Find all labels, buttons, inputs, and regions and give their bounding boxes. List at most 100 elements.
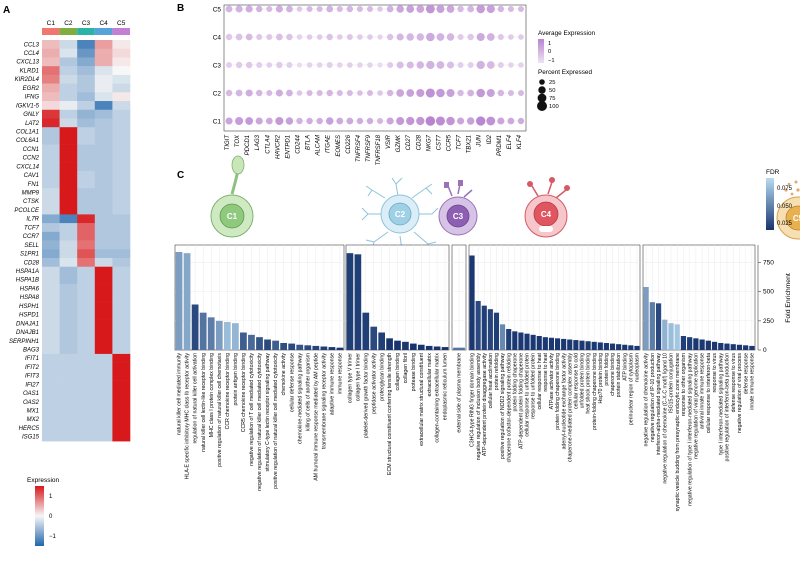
heatmap-cell <box>77 371 96 381</box>
enrichment-bar <box>705 340 711 350</box>
enrichment-term-label: AM humoral immune response mediated by A… <box>313 353 319 481</box>
enrichment-bar <box>524 333 530 350</box>
heatmap-cell <box>112 258 131 268</box>
heatmap-cell <box>94 214 113 224</box>
enrichment-term-label: nucleoplasm <box>635 353 641 382</box>
enrichment-term-label: chemokine activity <box>281 353 287 396</box>
dotplot-dot <box>416 116 425 126</box>
enrichment-y-tick-label: 750 <box>763 260 774 267</box>
heatmap-cell <box>42 240 60 250</box>
enrichment-term-label: negative regulation of IP-10 production <box>650 353 656 442</box>
cell-c4-label: C4 <box>541 210 552 219</box>
enrichment-bar <box>655 303 662 350</box>
heatmap-cell <box>77 310 96 320</box>
enrichment-term-label: synaptic vesicle budding from presynapti… <box>675 353 681 511</box>
dotplot-col-label: PDCD1 <box>245 135 251 155</box>
enrichment-bar <box>736 344 743 350</box>
enrichment-term-label: chaperone cofactor-dependent protein ref… <box>506 353 512 462</box>
dotplot-expression-legend-tick: 0 <box>548 49 551 55</box>
heatmap-cell <box>59 66 78 76</box>
heatmap-cell <box>42 249 60 259</box>
dotplot-dot <box>245 33 253 41</box>
heatmap-col-label-c2: C2 <box>64 20 73 27</box>
enrichment-term-label: adenyl-nucleotide exchange factor activi… <box>561 353 567 450</box>
heatmap-cell <box>42 310 60 320</box>
heatmap-cell <box>94 179 113 189</box>
heatmap-cell <box>77 188 96 198</box>
dotplot-col-label: ITGAE <box>326 134 332 153</box>
heatmap-cell <box>112 406 131 416</box>
heatmap-row-label: FN1 <box>28 182 39 188</box>
enrichment-term-label: negative regulation of inclusion body as… <box>476 353 482 461</box>
enrichment-bar <box>506 329 512 350</box>
enrichment-bar <box>433 346 441 350</box>
dotplot-expression-legend-title: Average Expression <box>538 30 596 37</box>
enrichment-term-label: chemokine-mediated signaling pathway <box>297 353 303 444</box>
heatmap-cell <box>77 223 96 233</box>
dotplot-dot <box>306 62 313 68</box>
dotplot-col-label: VSIR <box>386 134 392 149</box>
dotplot-col-label: ELF4 <box>507 134 513 149</box>
heatmap-cell <box>77 258 96 268</box>
enrichment-term-label: type I interferon-mediated signaling pat… <box>718 353 724 455</box>
dotplot-col-label: TBX21 <box>467 135 473 153</box>
dotplot-dot <box>518 62 524 68</box>
dotplot-col-label: TOX <box>235 134 241 147</box>
heatmap-cell <box>59 362 78 372</box>
heatmap-cell <box>77 205 96 215</box>
heatmap-cell <box>59 196 78 206</box>
dotplot-dot <box>457 117 465 125</box>
dotplot-dot <box>406 5 415 13</box>
heatmap-cell <box>94 223 113 233</box>
enrichment-term-label: extracellular matrix structural constitu… <box>419 352 425 445</box>
dotplot-dot <box>446 88 455 98</box>
heatmap-cell <box>94 240 113 250</box>
dotplot-dot <box>336 5 343 13</box>
enrichment-bar <box>561 338 567 350</box>
enrichment-bar <box>622 344 628 350</box>
enrichment-bar <box>500 324 506 350</box>
heatmap-cell <box>94 266 113 276</box>
heatmap-cell <box>94 170 113 180</box>
dotplot-dot <box>347 62 353 68</box>
heatmap-cell <box>112 118 131 128</box>
dotplot-dot <box>377 34 383 40</box>
dotplot-col-label: PRDM1 <box>497 135 503 156</box>
dotplot-dot <box>336 89 343 97</box>
heatmap-cell <box>59 336 78 346</box>
heatmap-legend-title: Expression <box>27 477 60 484</box>
dotplot-dot <box>476 88 485 98</box>
heatmap-row-label: CTSK <box>23 199 40 205</box>
panel-a-heatmap: C1 C2 C3 C4 C5 CCL3 CCL4 CXCL13 KLRD1 KIR2DL4 EGR2… <box>9 20 131 546</box>
heatmap-cell <box>77 275 96 285</box>
heatmap-cell <box>77 406 96 416</box>
heatmap-cell <box>94 397 113 407</box>
heatmap-cell <box>77 397 96 407</box>
heatmap-cell <box>77 144 96 154</box>
heatmap-row-label: IFNG <box>25 95 40 101</box>
heatmap-cell <box>112 284 131 294</box>
fdr-legend-tick: 0.050 <box>777 204 793 210</box>
dotplot-dot <box>497 33 504 41</box>
heatmap-cell <box>77 380 96 390</box>
cell-c5-illustration: C5 <box>776 180 800 240</box>
heatmap-cell <box>94 362 113 372</box>
enrichment-bar <box>441 347 449 350</box>
heatmap-cell <box>112 196 131 206</box>
dotplot-percent-legend-label: 25 <box>549 80 555 86</box>
dotplot-dot <box>377 117 384 125</box>
dotplot-col-label: CST7 <box>436 134 442 150</box>
heatmap-col-label-c4: C4 <box>99 20 108 27</box>
enrichment-bar <box>410 343 417 350</box>
dotplot-percent-legend-dot <box>538 86 546 94</box>
dotplot-dot <box>225 117 233 125</box>
heatmap-cell <box>59 388 78 398</box>
dotplot-dot <box>286 5 293 13</box>
heatmap-cell <box>42 101 60 111</box>
dotplot-dot <box>396 116 405 126</box>
heatmap-cell <box>42 170 60 180</box>
heatmap-cell <box>77 92 96 102</box>
enrichment-term-label: cellular heat acclimation <box>488 353 494 408</box>
dotplot-dot <box>386 89 394 97</box>
enrichment-bar <box>662 319 668 350</box>
